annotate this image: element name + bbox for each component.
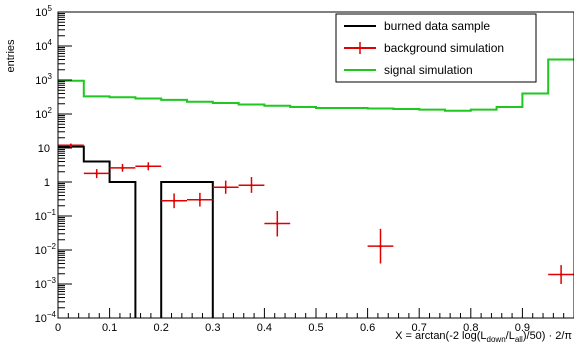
- data-marker: [224, 186, 227, 189]
- x-axis-label: X = arctan(-2 log(Ldown/Lall)/50) · 2/π: [395, 330, 572, 344]
- x-axis-label-prefix: X = arctan(-2 log(L: [395, 330, 486, 342]
- x-axis-label-sub2: all: [515, 335, 523, 344]
- x-tick-label: 0.2: [154, 322, 169, 334]
- y-tick-label: 10: [38, 143, 50, 155]
- x-tick-label: 0.6: [360, 322, 375, 334]
- legend-label: signal simulation: [384, 63, 473, 77]
- y-tick-label: 10−4: [35, 310, 57, 325]
- x-tick-label: 0: [55, 322, 61, 334]
- x-tick-label: 0.5: [308, 322, 323, 334]
- x-axis-label-sub1: down: [487, 335, 506, 344]
- data-point: [368, 229, 394, 264]
- x-tick-label: 0.1: [102, 322, 117, 334]
- y-tick-label: 103: [35, 72, 52, 87]
- x-axis-label-middle: /L: [506, 330, 515, 342]
- data-point: [239, 177, 265, 193]
- y-axis-label: entries: [5, 39, 17, 73]
- legend-label: background simulation: [384, 41, 504, 55]
- data-marker: [147, 165, 150, 168]
- y-tick-label: 10−3: [35, 276, 57, 291]
- y-tick-label: 10−1: [35, 208, 57, 223]
- data-point: [264, 211, 290, 236]
- data-marker: [276, 222, 279, 225]
- data-marker: [560, 273, 563, 276]
- data-point: [548, 265, 574, 284]
- data-point: [110, 164, 136, 172]
- x-axis-label-suffix: )/50) · 2/π: [523, 330, 573, 342]
- x-tick-label: 0.3: [205, 322, 220, 334]
- data-point: [84, 169, 110, 178]
- data-marker: [250, 184, 253, 187]
- data-point: [213, 181, 239, 194]
- data-marker: [173, 199, 176, 202]
- data-marker: [379, 245, 382, 248]
- data-marker: [95, 172, 98, 175]
- y-tick-label: 1: [44, 177, 50, 189]
- data-marker: [70, 144, 73, 147]
- data-point: [161, 193, 187, 208]
- legend: burned data sample background simulation s…: [336, 14, 536, 82]
- y-tick-label: 102: [35, 106, 52, 121]
- y-tick-label: 105: [35, 4, 52, 19]
- data-marker: [199, 198, 202, 201]
- data-point: [187, 193, 213, 207]
- x-tick-label: 0.4: [257, 322, 272, 334]
- data-marker: [121, 167, 124, 170]
- y-tick-label: 104: [35, 38, 52, 53]
- series-layer: [58, 60, 574, 338]
- legend-label: burned data sample: [384, 19, 490, 33]
- data-point: [135, 162, 161, 170]
- y-tick-label: 10−2: [35, 242, 57, 257]
